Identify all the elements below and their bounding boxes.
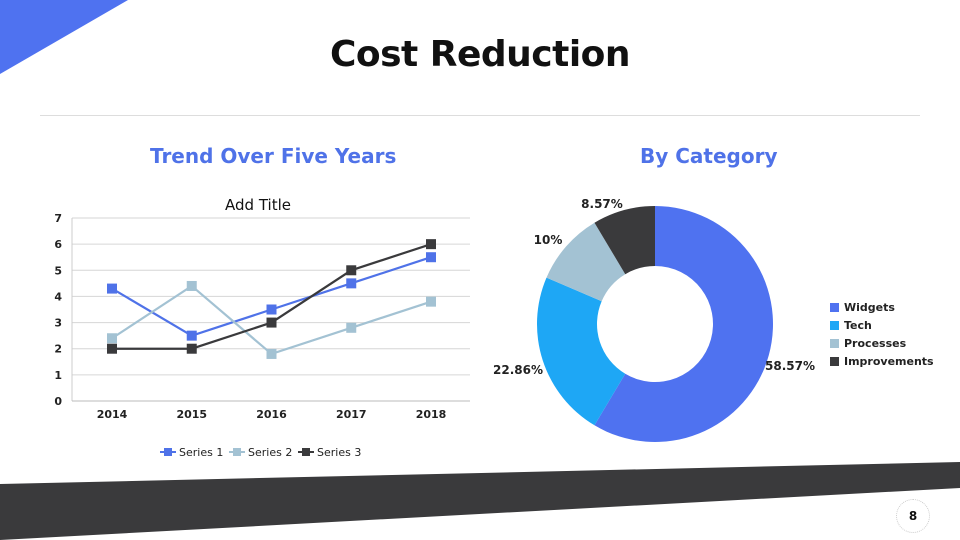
series-3-marker	[186, 343, 197, 354]
bottom-band	[0, 462, 960, 540]
title-divider	[40, 115, 920, 116]
y-tick-label: 5	[54, 264, 62, 277]
legend-label: Improvements	[844, 354, 934, 368]
series-3-marker	[346, 265, 357, 276]
legend-label: Series 1	[179, 446, 223, 459]
y-tick-label: 1	[54, 369, 62, 382]
series-2-marker	[186, 280, 197, 291]
legend-item: Tech	[830, 316, 934, 334]
legend-label: Series 2	[248, 446, 292, 459]
data-label: 8.57%	[581, 197, 623, 211]
data-label: 10%	[534, 233, 563, 247]
donut-slice-widgets	[594, 206, 773, 442]
legend-swatch	[830, 356, 839, 366]
legend-item: Processes	[830, 334, 934, 352]
x-tick-label: 2014	[97, 408, 128, 421]
legend-item: Improvements	[830, 352, 934, 370]
y-tick-label: 0	[54, 395, 62, 408]
series-3-marker	[426, 239, 436, 250]
page-number: 8	[896, 499, 930, 533]
legend-label: Widgets	[844, 300, 895, 314]
series-1-marker	[266, 304, 277, 315]
legend-swatch	[830, 302, 839, 312]
series-2-marker	[426, 296, 436, 307]
data-label: 58.57%	[765, 359, 815, 373]
legend-swatch	[830, 338, 839, 348]
line-chart-heading: Trend Over Five Years	[150, 144, 397, 168]
slide-title: Cost Reduction	[329, 34, 631, 75]
y-tick-label: 2	[54, 343, 62, 356]
legend-label: Processes	[844, 336, 907, 350]
legend-item: Widgets	[830, 298, 934, 316]
donut-slice-tech	[537, 277, 626, 426]
legend-swatch	[830, 320, 839, 330]
donut-chart-heading: By Category	[640, 144, 778, 168]
x-tick-label: 2018	[416, 408, 447, 421]
series-2-marker	[346, 322, 357, 333]
donut-legend: Widgets Tech Processes Improvements	[830, 298, 934, 370]
donut-slice-improvements	[594, 206, 655, 275]
y-tick-label: 7	[54, 212, 62, 225]
y-tick-label: 4	[54, 290, 62, 303]
donut-slice-processes	[546, 222, 626, 302]
y-tick-label: 3	[54, 317, 62, 330]
series-1-marker	[107, 283, 117, 294]
series-3-marker	[107, 343, 117, 354]
series-3-marker	[266, 317, 277, 328]
legend-marker	[164, 448, 172, 456]
x-tick-label: 2017	[336, 408, 367, 421]
legend-label: Tech	[844, 318, 872, 332]
series-1-marker	[426, 252, 436, 263]
series-1-marker	[346, 278, 357, 289]
data-label: 22.86%	[493, 363, 543, 377]
legend-marker	[302, 448, 310, 456]
x-tick-label: 2016	[256, 408, 287, 421]
y-tick-label: 6	[54, 238, 62, 251]
corner-accent-triangle	[0, 0, 128, 74]
legend-marker	[233, 448, 241, 456]
series-1-marker	[186, 330, 197, 341]
legend-label: Series 3	[317, 446, 361, 459]
line-chart: Add Title 0 1 2 3 4 5 6 7 2014 2015 2016 2017 2018 Ser…	[54, 196, 470, 459]
donut-chart: 58.57% 22.86% 10% 8.57%	[493, 197, 815, 442]
series-2-marker	[107, 333, 117, 344]
x-tick-label: 2015	[176, 408, 207, 421]
chart-title: Add Title	[225, 196, 291, 214]
series-2-marker	[266, 348, 277, 359]
